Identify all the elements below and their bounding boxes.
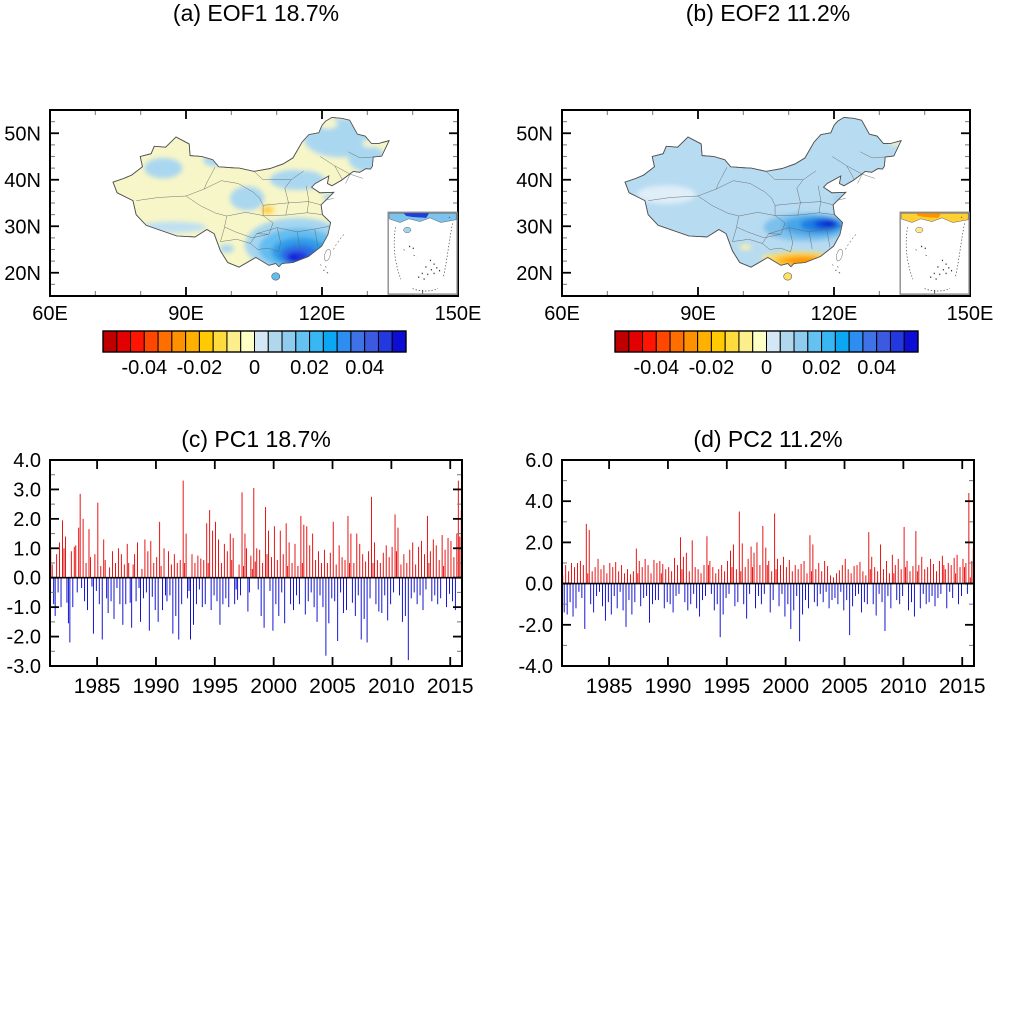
taiwan-island (836, 248, 843, 262)
svg-text:40N: 40N (4, 170, 41, 192)
south-china-sea-inset (387, 211, 458, 295)
svg-text:0.04: 0.04 (345, 357, 384, 379)
svg-text:50N: 50N (516, 123, 553, 145)
svg-text:2.0: 2.0 (13, 509, 41, 531)
eof2-shading (636, 138, 902, 268)
svg-text:4.0: 4.0 (13, 450, 41, 472)
svg-text:90E: 90E (168, 303, 204, 325)
svg-text:20N: 20N (4, 263, 41, 285)
svg-text:6.0: 6.0 (525, 450, 553, 472)
svg-text:0: 0 (249, 357, 260, 379)
svg-text:3.0: 3.0 (13, 479, 41, 501)
svg-text:0.02: 0.02 (290, 357, 329, 379)
svg-text:2000: 2000 (250, 675, 297, 698)
colorbar-eof2: -0.04 -0.02 0 0.02 0.04 (614, 330, 919, 379)
svg-text:1990: 1990 (645, 675, 692, 698)
svg-text:1995: 1995 (703, 675, 750, 698)
svg-text:-0.02: -0.02 (177, 357, 223, 379)
svg-text:1995: 1995 (191, 675, 238, 698)
svg-text:2015: 2015 (427, 675, 474, 698)
map-b-canvas (624, 117, 970, 295)
svg-text:30N: 30N (4, 216, 41, 238)
panel-d-title: (d) PC2 11.2% (693, 426, 843, 452)
map-a-axes: 60E 90E 120E 150E 20N 30N 40N 50N (4, 109, 482, 325)
colorbar-eof1: -0.04 -0.02 0 0.02 0.04 (102, 330, 407, 379)
svg-text:50N: 50N (4, 123, 41, 145)
hainan-island (783, 272, 793, 281)
svg-text:30N: 30N (516, 216, 553, 238)
svg-text:-2.0: -2.0 (519, 615, 553, 637)
svg-text:-2.0: -2.0 (7, 627, 41, 649)
svg-text:4.0: 4.0 (525, 491, 553, 513)
svg-text:60E: 60E (32, 303, 68, 325)
south-china-sea-inset (899, 211, 970, 295)
map-panel-eof2: 60E 90E 120E 150E 20N 30N 40N 50N (516, 109, 994, 325)
svg-text:-0.02: -0.02 (689, 357, 735, 379)
svg-text:0.04: 0.04 (857, 357, 896, 379)
inset-coast-core (403, 213, 429, 218)
map-panel-eof1: 60E 90E 120E 150E 20N 30N 40N 50N (4, 109, 482, 325)
svg-text:2000: 2000 (762, 675, 809, 698)
svg-text:1.0: 1.0 (13, 538, 41, 560)
svg-text:1985: 1985 (74, 675, 121, 698)
panel-c-title: (c) PC1 18.7% (181, 426, 331, 452)
svg-text:-1.0: -1.0 (7, 597, 41, 619)
inset-coast-core (915, 213, 941, 218)
map-a-canvas (112, 117, 458, 295)
svg-text:-0.04: -0.04 (634, 357, 680, 379)
svg-text:-0.04: -0.04 (122, 357, 168, 379)
svg-text:2010: 2010 (368, 675, 415, 698)
svg-text:0.0: 0.0 (13, 568, 41, 590)
svg-text:150E: 150E (435, 303, 482, 325)
svg-text:90E: 90E (680, 303, 716, 325)
svg-text:2010: 2010 (880, 675, 927, 698)
svg-text:40N: 40N (516, 170, 553, 192)
taiwan-island (324, 248, 331, 262)
svg-text:150E: 150E (947, 303, 994, 325)
svg-text:120E: 120E (299, 303, 346, 325)
svg-text:1990: 1990 (133, 675, 180, 698)
svg-text:20N: 20N (516, 263, 553, 285)
svg-text:0.02: 0.02 (802, 357, 841, 379)
pc2-bar-chart: 6.0 4.0 2.0 0.0 -2.0 -4.0 1985 1990 1995 2000 2005… (519, 450, 986, 698)
svg-text:-4.0: -4.0 (519, 656, 553, 678)
svg-text:2005: 2005 (309, 675, 356, 698)
pc1-bar-chart: 4.0 3.0 2.0 1.0 0.0 -1.0 -2.0 -3.0 1985 1990 1995 2… (7, 450, 474, 698)
inset-hainan (915, 226, 924, 233)
inset-hainan (403, 226, 412, 233)
svg-text:1985: 1985 (586, 675, 633, 698)
svg-text:-3.0: -3.0 (7, 656, 41, 678)
panel-b-title: (b) EOF2 11.2% (685, 0, 851, 26)
svg-text:2.0: 2.0 (525, 532, 553, 554)
svg-text:2005: 2005 (821, 675, 868, 698)
svg-text:120E: 120E (811, 303, 858, 325)
svg-text:2015: 2015 (939, 675, 986, 698)
svg-text:0: 0 (761, 357, 772, 379)
svg-text:0.0: 0.0 (525, 574, 553, 596)
svg-text:60E: 60E (544, 303, 580, 325)
panel-a-title: (a) EOF1 18.7% (172, 0, 340, 26)
hainan-island (271, 272, 281, 281)
